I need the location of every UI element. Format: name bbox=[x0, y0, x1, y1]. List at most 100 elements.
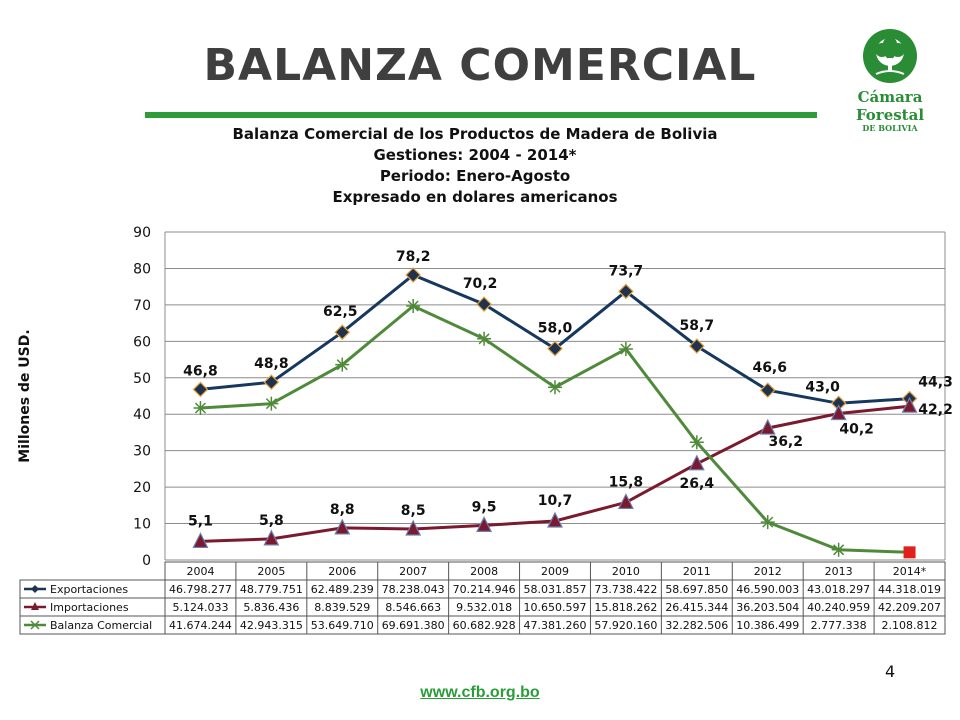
table-cell: 41.674.244 bbox=[169, 619, 232, 632]
table-cell: 10.650.597 bbox=[524, 601, 587, 614]
data-label: 70,2 bbox=[463, 276, 498, 292]
data-label: 9,5 bbox=[472, 499, 497, 515]
y-tick-label: 10 bbox=[133, 517, 151, 533]
data-point-importaciones bbox=[405, 519, 422, 536]
data-label: 44,3 bbox=[918, 375, 953, 391]
table-cell: 43.018.297 bbox=[807, 583, 870, 596]
x-tick-label: 2009 bbox=[541, 565, 569, 578]
data-point-importaciones bbox=[334, 518, 351, 535]
table-cell: 42.209.207 bbox=[878, 601, 941, 614]
data-point-balanza-comercial bbox=[618, 341, 633, 356]
data-label: 78,2 bbox=[396, 249, 431, 265]
camara-forestal-logo: Cámara Forestal DE BOLIVIA bbox=[835, 28, 945, 133]
data-point-importaciones bbox=[759, 418, 776, 435]
data-point-balanza-comercial bbox=[548, 380, 562, 395]
page-number: 4 bbox=[885, 662, 896, 681]
table-cell: 48.779.751 bbox=[240, 583, 303, 596]
table-cell: 57.920.160 bbox=[594, 619, 657, 632]
table-cell: 46.798.277 bbox=[169, 583, 232, 596]
y-tick-label: 40 bbox=[133, 407, 151, 423]
legend-key-marker bbox=[31, 585, 39, 593]
table-cell: 58.031.857 bbox=[524, 583, 587, 596]
data-point-exportaciones bbox=[334, 324, 351, 341]
data-point-balanza-comercial bbox=[335, 357, 350, 372]
data-label: 8,5 bbox=[401, 503, 426, 519]
data-label: 5,8 bbox=[259, 513, 284, 529]
data-label: 5,1 bbox=[188, 513, 213, 529]
x-tick-label: 2012 bbox=[754, 565, 782, 578]
x-tick-label: 2005 bbox=[257, 565, 285, 578]
data-point-exportaciones bbox=[263, 374, 280, 390]
chart-subtitle-units: Expresado en dolares americanos bbox=[332, 188, 618, 206]
y-tick-label: 60 bbox=[133, 334, 151, 350]
y-tick-label: 70 bbox=[133, 298, 151, 314]
table-cell: 73.738.422 bbox=[594, 583, 657, 596]
x-tick-label: 2007 bbox=[399, 565, 427, 578]
data-point-balanza-comercial bbox=[831, 542, 846, 557]
data-point-balanza-comercial bbox=[477, 331, 492, 346]
table-cell: 78.238.043 bbox=[382, 583, 445, 596]
data-label: 26,4 bbox=[680, 476, 715, 492]
data-point-balanza-comercial bbox=[264, 396, 279, 411]
table-cell: 8.546.663 bbox=[385, 601, 441, 614]
data-point-balanza-comercial bbox=[193, 401, 208, 416]
chart-subtitle-range: Periodo: Enero-Agosto bbox=[379, 167, 571, 185]
legend-key-marker bbox=[31, 602, 39, 610]
x-tick-label: 2013 bbox=[825, 565, 853, 578]
logo-subtitle: DE BOLIVIA bbox=[862, 123, 918, 133]
x-tick-label: 2008 bbox=[470, 565, 498, 578]
table-cell: 69.691.380 bbox=[382, 619, 445, 632]
data-label: 42,2 bbox=[918, 402, 953, 418]
data-label: 58,0 bbox=[538, 321, 573, 337]
legend-label: Balanza Comercial bbox=[50, 619, 152, 632]
data-point-importaciones bbox=[901, 396, 918, 413]
y-tick-label: 0 bbox=[142, 553, 151, 569]
table-cell: 9.532.018 bbox=[456, 601, 512, 614]
data-point-balanza-comercial bbox=[760, 515, 775, 530]
data-point-importaciones bbox=[263, 529, 280, 546]
data-label: 8,8 bbox=[330, 502, 355, 518]
table-cell: 8.839.529 bbox=[314, 601, 370, 614]
table-cell: 58.697.850 bbox=[665, 583, 728, 596]
website-link[interactable]: www.cfb.org.bo bbox=[420, 684, 540, 701]
table-cell: 5.124.033 bbox=[172, 601, 228, 614]
data-label: 58,7 bbox=[680, 318, 715, 334]
x-tick-label: 2014* bbox=[893, 565, 927, 578]
table-cell: 32.282.506 bbox=[665, 619, 728, 632]
y-tick-label: 50 bbox=[133, 371, 151, 387]
y-tick-label: 20 bbox=[133, 480, 151, 496]
table-cell: 2.777.338 bbox=[811, 619, 867, 632]
data-label: 46,8 bbox=[183, 363, 218, 379]
y-tick-label: 90 bbox=[133, 225, 151, 241]
table-cell: 62.489.239 bbox=[311, 583, 374, 596]
data-label: 15,8 bbox=[609, 474, 644, 490]
legend-key-marker bbox=[30, 620, 40, 630]
data-point-importaciones bbox=[617, 493, 634, 510]
table-cell: 15.818.262 bbox=[594, 601, 657, 614]
table-cell: 70.214.946 bbox=[453, 583, 516, 596]
data-point-exportaciones bbox=[618, 283, 634, 300]
data-point-balanza-comercial bbox=[903, 546, 916, 559]
tree-logo-icon bbox=[863, 29, 917, 83]
data-point-exportaciones bbox=[759, 382, 776, 399]
data-label: 10,7 bbox=[538, 493, 573, 509]
x-tick-label: 2011 bbox=[683, 565, 711, 578]
data-point-balanza-comercial bbox=[406, 298, 421, 313]
legend-label: Importaciones bbox=[50, 601, 129, 614]
table-cell: 2.108.812 bbox=[882, 619, 938, 632]
data-label: 40,2 bbox=[839, 421, 874, 437]
data-point-exportaciones bbox=[688, 338, 705, 354]
data-point-importaciones bbox=[192, 532, 209, 549]
data-label: 62,5 bbox=[323, 304, 358, 320]
chart-title: Balanza Comercial de los Productos de Ma… bbox=[232, 125, 718, 143]
title-underline bbox=[145, 112, 817, 118]
x-tick-label: 2010 bbox=[612, 565, 640, 578]
data-label: 48,8 bbox=[254, 356, 289, 372]
legend-label: Exportaciones bbox=[50, 583, 128, 596]
y-tick-label: 30 bbox=[133, 444, 151, 460]
data-label: 36,2 bbox=[768, 434, 803, 450]
chart-title-block: Balanza Comercial de los Productos de Ma… bbox=[150, 124, 800, 208]
x-tick-label: 2006 bbox=[328, 565, 356, 578]
data-point-exportaciones bbox=[405, 267, 422, 283]
data-point-importaciones bbox=[830, 404, 847, 421]
